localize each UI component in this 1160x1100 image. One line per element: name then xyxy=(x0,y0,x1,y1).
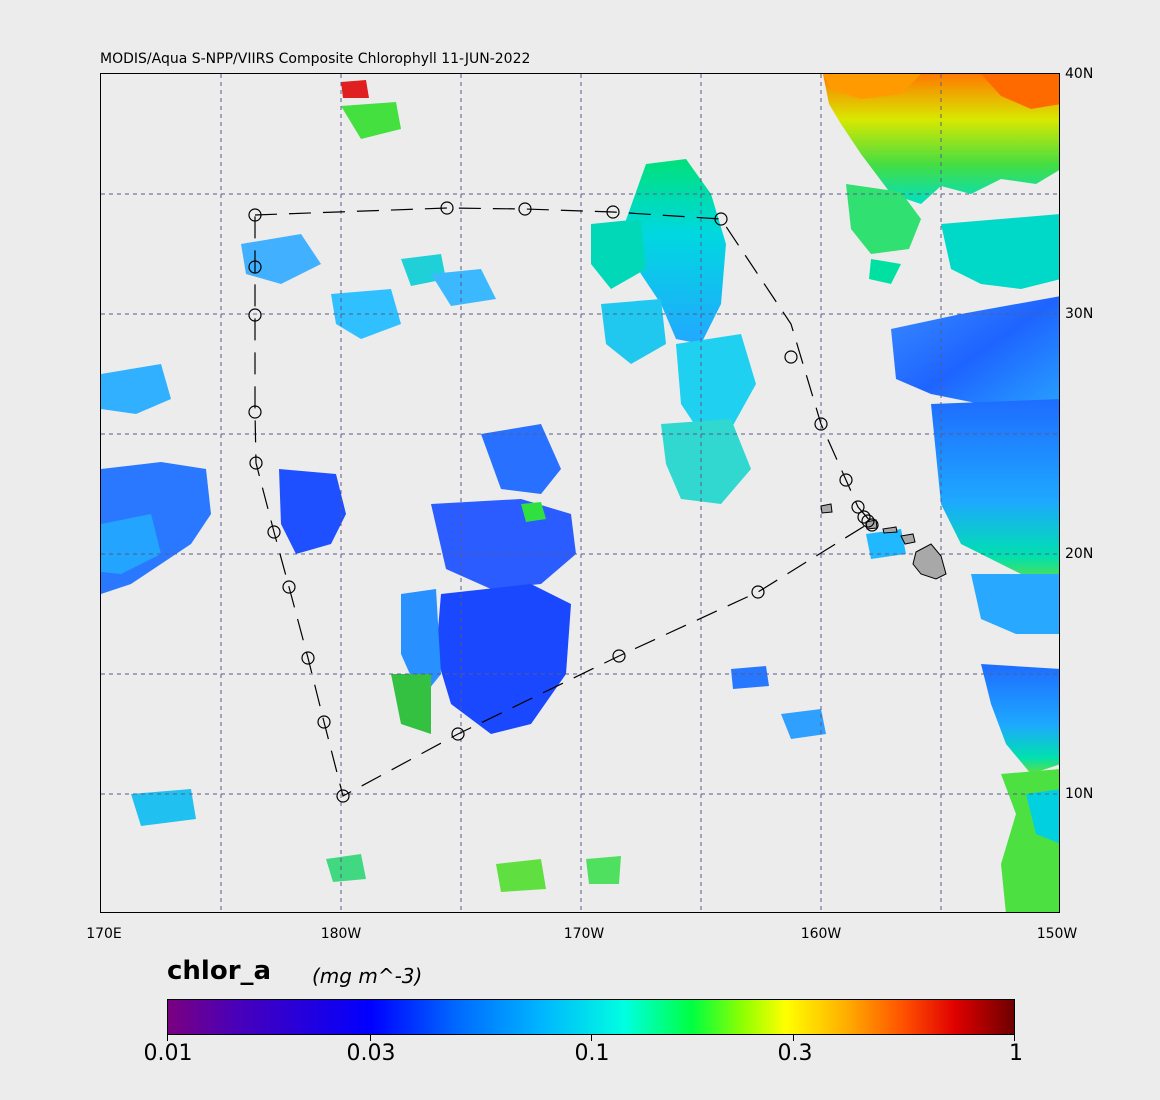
data-patch xyxy=(823,74,921,99)
data-patch xyxy=(1026,789,1059,844)
colorbar-label: 0.01 xyxy=(143,1041,193,1066)
lat-label: 30N xyxy=(1065,306,1094,322)
data-patch xyxy=(981,74,1059,109)
track-marker xyxy=(301,651,315,665)
colorbar xyxy=(167,999,1015,1035)
data-patch xyxy=(101,364,171,414)
data-patch xyxy=(891,296,1059,414)
colorbar-label: 0.03 xyxy=(346,1041,396,1066)
data-patch xyxy=(436,584,571,734)
island-hawaii xyxy=(912,543,947,580)
data-patch xyxy=(731,666,769,689)
track-marker xyxy=(839,473,853,487)
lon-label: 160W xyxy=(800,926,842,942)
data-patch xyxy=(431,499,576,589)
track-marker xyxy=(248,308,262,322)
track-marker xyxy=(857,510,871,524)
track-marker xyxy=(518,202,532,216)
data-patch xyxy=(101,514,161,574)
data-patch xyxy=(676,334,756,434)
data-patch xyxy=(341,80,369,98)
data-patch xyxy=(131,789,196,826)
data-patch xyxy=(431,269,496,306)
colorbar-tick xyxy=(167,1035,168,1041)
colorbar-label: 0.3 xyxy=(777,1041,813,1066)
track-marker xyxy=(317,715,331,729)
graticule xyxy=(101,74,1059,912)
data-patch xyxy=(981,664,1059,774)
track-marker xyxy=(282,580,296,594)
track-marker xyxy=(714,212,728,226)
island-kauai xyxy=(820,503,833,514)
lat-label: 10N xyxy=(1065,786,1094,802)
track-marker xyxy=(267,525,281,539)
lat-label: 40N xyxy=(1065,66,1094,82)
track-marker xyxy=(606,205,620,219)
data-patch xyxy=(931,399,1059,584)
lon-label: 150W xyxy=(1036,926,1078,942)
data-patch xyxy=(241,234,321,284)
hawaii-islands xyxy=(820,503,947,580)
track-marker xyxy=(248,208,262,222)
data-patch xyxy=(866,529,906,559)
data-patch xyxy=(971,574,1059,634)
track-marker xyxy=(851,500,865,514)
island-molokai xyxy=(882,526,898,534)
island-maui xyxy=(900,533,916,545)
data-patch xyxy=(591,219,646,289)
data-patch xyxy=(521,502,546,522)
colorbar-units: (mg m^-3) xyxy=(312,964,423,988)
survey-track xyxy=(248,201,879,803)
data-patch xyxy=(401,589,441,699)
track-marker xyxy=(751,585,765,599)
data-patch xyxy=(781,709,826,739)
track-marker xyxy=(440,201,454,215)
track-marker xyxy=(861,514,875,528)
data-patch xyxy=(601,299,666,364)
data-patch xyxy=(481,424,561,494)
track-line xyxy=(254,207,872,797)
track-marker xyxy=(249,456,263,470)
colorbar-title: chlor_a xyxy=(167,956,272,986)
colorbar-tick xyxy=(1014,1035,1015,1041)
data-patch xyxy=(661,419,751,504)
chlorophyll-map xyxy=(101,74,1059,912)
data-patch xyxy=(941,214,1059,289)
track-marker xyxy=(248,405,262,419)
track-marker xyxy=(336,789,350,803)
chlorophyll-data-layer xyxy=(101,74,1059,912)
colorbar-label: 1 xyxy=(1009,1041,1023,1066)
lat-label: 20N xyxy=(1065,546,1094,562)
map-title: MODIS/Aqua S-NPP/VIIRS Composite Chlorop… xyxy=(100,51,531,67)
track-marker xyxy=(248,260,262,274)
data-patch xyxy=(846,184,921,254)
data-patch xyxy=(279,469,346,554)
track-marker xyxy=(814,417,828,431)
colorbar-label: 0.1 xyxy=(574,1041,610,1066)
track-marker xyxy=(865,518,879,532)
colorbar-tick xyxy=(793,1035,794,1041)
data-patch xyxy=(391,674,431,734)
map-frame xyxy=(100,73,1060,913)
data-patch xyxy=(496,859,546,892)
data-patch xyxy=(869,259,901,284)
track-marker xyxy=(612,649,626,663)
data-patch xyxy=(586,856,621,884)
lon-label: 180W xyxy=(320,926,362,942)
lon-label: 170E xyxy=(86,926,122,942)
data-patch xyxy=(621,159,726,344)
colorbar-tick xyxy=(370,1035,371,1041)
track-marker xyxy=(451,727,465,741)
lon-label: 170W xyxy=(563,926,605,942)
track-marker xyxy=(784,350,798,364)
colorbar-tick xyxy=(591,1035,592,1041)
data-patch xyxy=(341,102,401,139)
data-patch xyxy=(326,854,366,882)
